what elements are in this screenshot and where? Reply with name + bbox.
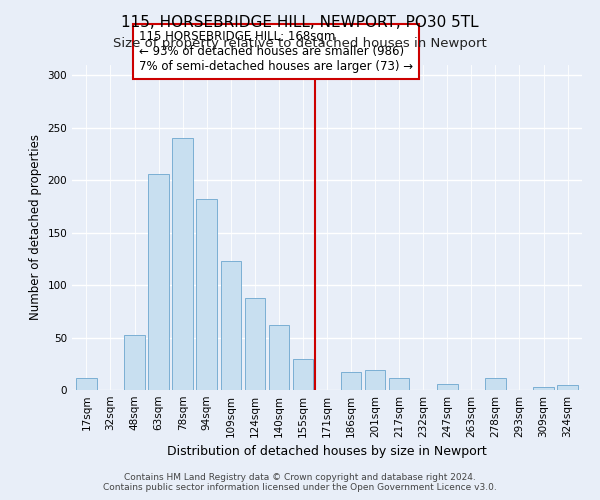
Bar — [124, 336, 145, 390]
Bar — [557, 385, 578, 390]
Bar — [533, 387, 554, 390]
Bar — [485, 378, 506, 390]
Bar — [172, 138, 193, 390]
Bar — [221, 261, 241, 390]
Text: Contains HM Land Registry data © Crown copyright and database right 2024.
Contai: Contains HM Land Registry data © Crown c… — [103, 473, 497, 492]
Bar — [389, 378, 409, 390]
Text: Size of property relative to detached houses in Newport: Size of property relative to detached ho… — [113, 38, 487, 51]
X-axis label: Distribution of detached houses by size in Newport: Distribution of detached houses by size … — [167, 446, 487, 458]
Bar — [293, 358, 313, 390]
Bar — [437, 384, 458, 390]
Bar — [196, 199, 217, 390]
Bar — [269, 325, 289, 390]
Y-axis label: Number of detached properties: Number of detached properties — [29, 134, 42, 320]
Text: 115 HORSEBRIDGE HILL: 168sqm
← 93% of detached houses are smaller (986)
7% of se: 115 HORSEBRIDGE HILL: 168sqm ← 93% of de… — [139, 30, 413, 74]
Bar — [76, 378, 97, 390]
Bar — [148, 174, 169, 390]
Text: 115, HORSEBRIDGE HILL, NEWPORT, PO30 5TL: 115, HORSEBRIDGE HILL, NEWPORT, PO30 5TL — [121, 15, 479, 30]
Bar — [365, 370, 385, 390]
Bar — [245, 298, 265, 390]
Bar — [341, 372, 361, 390]
